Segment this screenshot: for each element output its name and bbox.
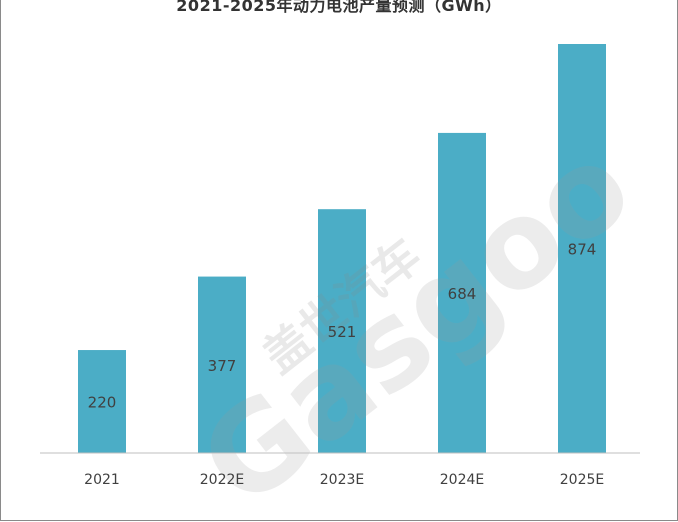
data-label-2024E: 684 — [448, 285, 477, 303]
x-tick-2021: 2021 — [84, 472, 120, 488]
data-label-2025E: 874 — [568, 241, 597, 259]
x-tick-2024E: 2024E — [440, 472, 484, 488]
x-tick-2023E: 2023E — [320, 472, 364, 488]
data-label-2023E: 521 — [328, 323, 357, 341]
bar-2024E — [438, 132, 486, 454]
data-label-2022E: 377 — [208, 357, 237, 375]
bars-group — [78, 44, 606, 454]
bar-2021 — [78, 350, 126, 453]
bar-2023E — [318, 209, 366, 453]
bar-2025E — [558, 44, 606, 453]
bar-data-labels: 220 377 521 684 874 — [88, 241, 597, 412]
x-tick-2022E: 2022E — [200, 472, 244, 488]
x-tick-2025E: 2025E — [560, 472, 604, 488]
data-label-2021: 220 — [88, 394, 117, 412]
chart-title: 2021-2025年动力电池产量预测（GWh） — [176, 0, 502, 15]
x-tick-labels: 2021 2022E 2023E 2024E 2025E — [84, 472, 604, 488]
bar-2022E — [198, 276, 246, 453]
